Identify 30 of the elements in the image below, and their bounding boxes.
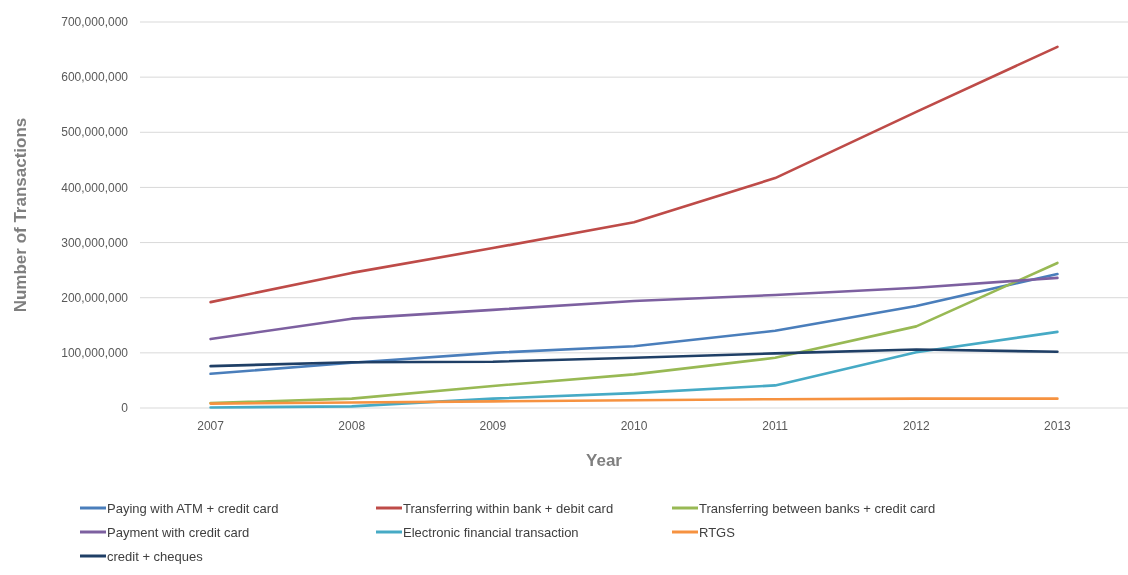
legend-label: Electronic financial transaction bbox=[403, 524, 579, 540]
y-tick-label: 0 bbox=[121, 401, 129, 416]
y-tick-label: 700,000,000 bbox=[61, 15, 129, 30]
legend-label: Transferring within bank + debit card bbox=[403, 500, 614, 516]
line-series bbox=[209, 261, 1059, 405]
line-series bbox=[209, 348, 1059, 368]
y-tick-label: 300,000,000 bbox=[61, 235, 129, 250]
legend-label: Transferring between banks + credit card bbox=[699, 500, 936, 516]
line-series bbox=[209, 45, 1059, 304]
x-tick-label: 2011 bbox=[762, 419, 789, 433]
x-tick-label: 2010 bbox=[620, 419, 648, 433]
line-series bbox=[209, 330, 1059, 409]
legend-label: Paying with ATM + credit card bbox=[107, 500, 279, 516]
y-tick-label: 400,000,000 bbox=[61, 180, 129, 195]
x-tick-label: 2013 bbox=[1044, 419, 1072, 433]
x-tick-label: 2008 bbox=[338, 419, 366, 433]
y-tick-label: 500,000,000 bbox=[61, 125, 129, 140]
x-axis-title: Year bbox=[586, 451, 623, 470]
legend-label: Payment with credit card bbox=[107, 524, 250, 540]
y-axis-title: Number of Transactions bbox=[11, 117, 30, 313]
y-tick-label: 100,000,000 bbox=[61, 346, 129, 361]
x-tick-label: 2012 bbox=[902, 419, 930, 433]
x-tick-label: 2007 bbox=[197, 419, 225, 433]
y-tick-label: 600,000,000 bbox=[61, 70, 129, 85]
line-series bbox=[209, 272, 1059, 376]
line-series bbox=[209, 276, 1059, 341]
x-tick-label: 2009 bbox=[479, 419, 507, 433]
legend-label: RTGS bbox=[699, 524, 736, 540]
y-tick-label: 200,000,000 bbox=[61, 290, 129, 305]
legend-label: credit + cheques bbox=[107, 548, 204, 564]
